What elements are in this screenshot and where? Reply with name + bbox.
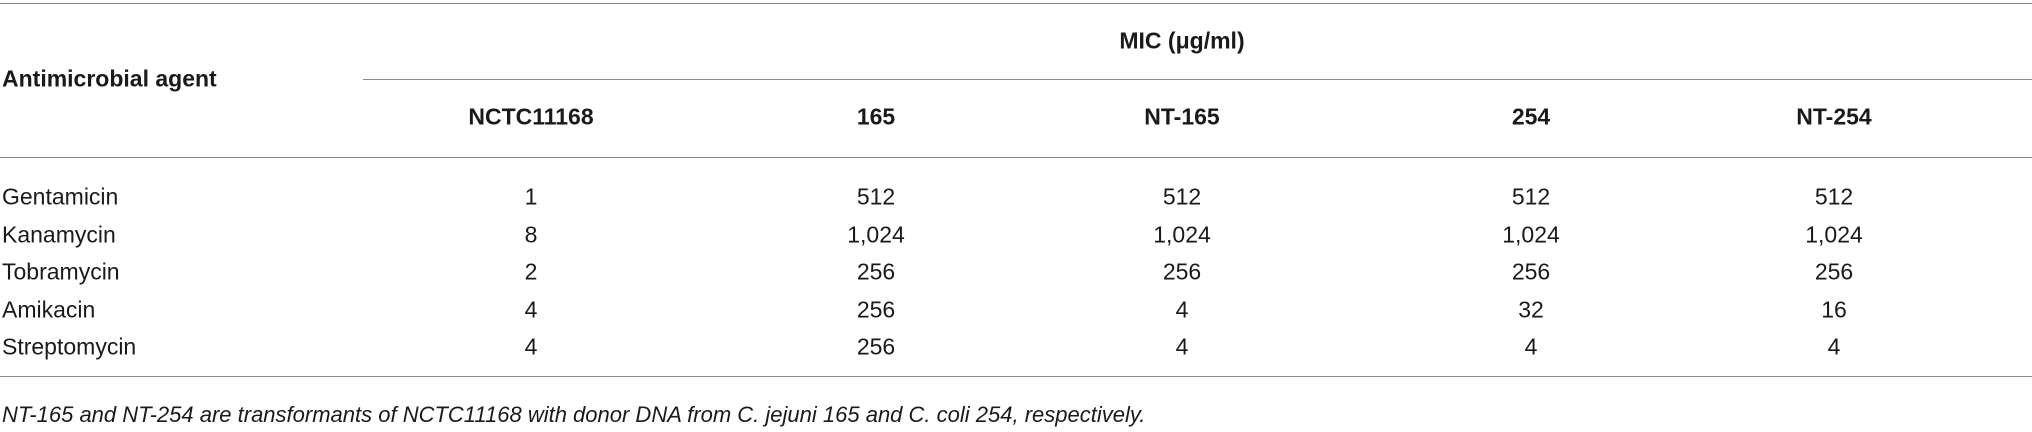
cell: 256 [856,296,896,322]
cell: 256 [856,333,896,360]
cell: 2 [524,258,538,285]
row-header: Antimicrobial agent [2,65,217,92]
cell: 512 [1511,183,1551,210]
cell: 1,024 [1153,221,1211,247]
cell: 1 [524,183,538,210]
cell: 4 [1524,333,1538,360]
bottom-rule [0,376,2032,377]
footnote: NT-165 and NT-254 are transformants of N… [2,402,1146,427]
cell: 4 [1175,296,1189,322]
cell: 4 [1175,333,1189,360]
group-rule [363,79,2032,80]
cell: 512 [1814,183,1854,210]
column-header: NCTC11168 [468,103,594,130]
cell: 4 [524,296,538,322]
cell: 1,024 [1502,221,1560,247]
cell: 512 [1162,183,1202,210]
cell: 256 [856,258,896,285]
cell: 256 [1511,258,1551,285]
row-label: Kanamycin [2,221,116,247]
row-label: Amikacin [2,296,96,322]
cell: 1,024 [1805,221,1863,247]
column-header: NT-165 [1144,103,1220,130]
cell: 256 [1162,258,1202,285]
cell: 4 [524,333,538,360]
row-label: Gentamicin [2,183,119,210]
group-header: MIC (μg/ml) [1119,27,1245,54]
cell: 16 [1821,296,1847,322]
row-label: Streptomycin [2,333,137,360]
column-header: NT-254 [1796,103,1872,130]
column-header: 165 [856,103,896,130]
row-label: Tobramycin [2,258,120,285]
cell: 8 [524,221,538,247]
header-rule [0,157,2032,158]
cell: 4 [1827,333,1841,360]
column-header: 254 [1511,103,1551,130]
cell: 512 [856,183,896,210]
cell: 256 [1814,258,1854,285]
top-rule [0,3,2032,4]
cell: 1,024 [847,221,905,247]
cell: 32 [1518,296,1544,322]
